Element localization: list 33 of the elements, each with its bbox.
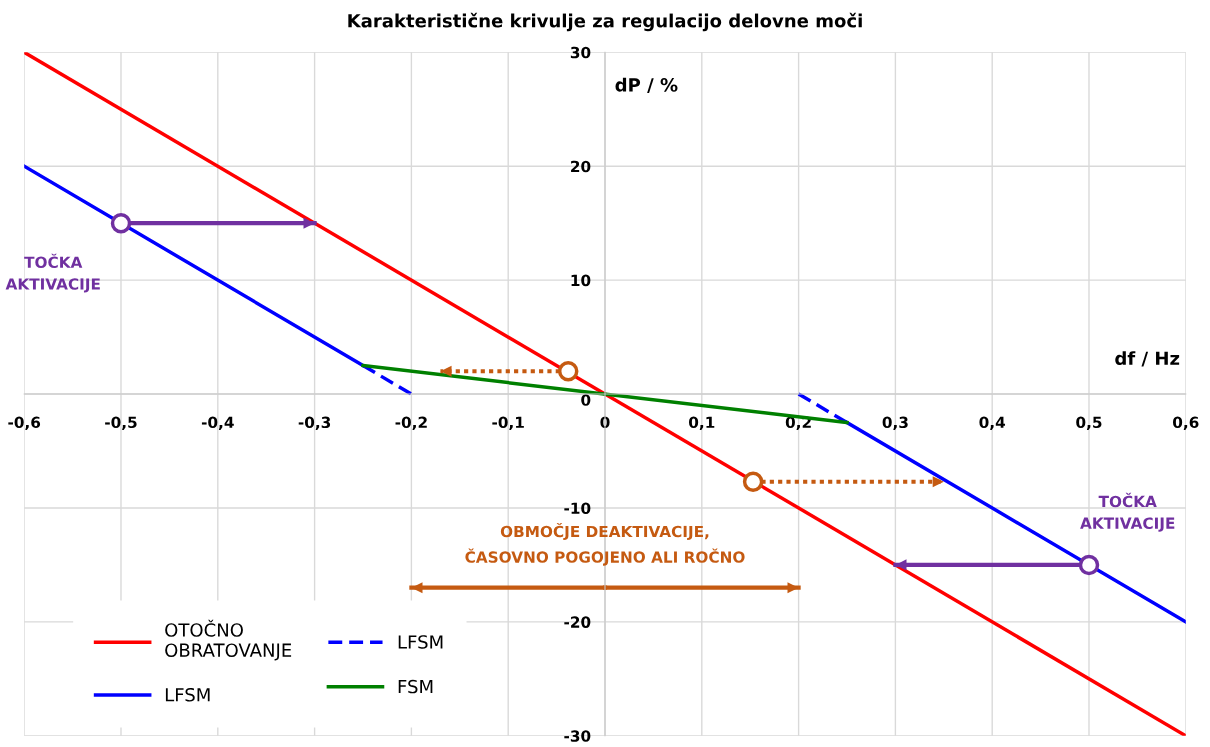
- legend-label: LFSM: [165, 687, 210, 702]
- x-tick-label: -0,6: [8, 416, 41, 431]
- x-tick-label: 0,6: [1173, 416, 1199, 431]
- point: [110, 212, 132, 234]
- point: [557, 361, 579, 382]
- x-axis-title: df / Hz: [1115, 351, 1180, 367]
- point: [1078, 554, 1100, 576]
- x-tick-label: 0,4: [979, 416, 1006, 431]
- annotation: TOČKA AKTIVACIJE: [1080, 492, 1175, 532]
- y-tick-label: 30: [570, 46, 591, 59]
- annotation: OBMOČJE DEAKTIVACIJE, ČASOVNO POGOJENO ALI ROČNO: [465, 522, 745, 566]
- y-axis-title: dP / %: [615, 77, 678, 94]
- x-tick-label: -0,5: [105, 416, 137, 431]
- y-tick-label: 10: [571, 274, 591, 287]
- x-tick-label: 0,3: [882, 416, 908, 431]
- x-tick-label: 0: [600, 416, 610, 429]
- y-tick-label: 0: [581, 394, 591, 406]
- annotation: TOČKA AKTIVACIJE: [5, 253, 100, 293]
- x-tick-label: -0,4: [201, 416, 234, 431]
- point: [742, 471, 764, 492]
- x-tick-label: -0,1: [492, 416, 524, 431]
- legend-label: OTOČNO OBRATOVANJE: [165, 619, 292, 661]
- y-tick-label: -10: [564, 502, 591, 514]
- y-tick-label: 20: [571, 160, 591, 173]
- x-tick-label: -0,2: [395, 416, 427, 431]
- x-tick-label: -0,3: [298, 416, 331, 431]
- chart-title: Karakteristične krivulje za regulacijo delovne moči: [348, 12, 862, 32]
- y-tick-label: -30: [564, 730, 591, 742]
- x-tick-label: 0,1: [689, 416, 715, 431]
- x-tick-label: 0,5: [1076, 416, 1102, 431]
- legend-label: FSM: [398, 679, 433, 694]
- y-tick-label: -20: [564, 616, 591, 628]
- legend-label: LFSM: [398, 635, 443, 649]
